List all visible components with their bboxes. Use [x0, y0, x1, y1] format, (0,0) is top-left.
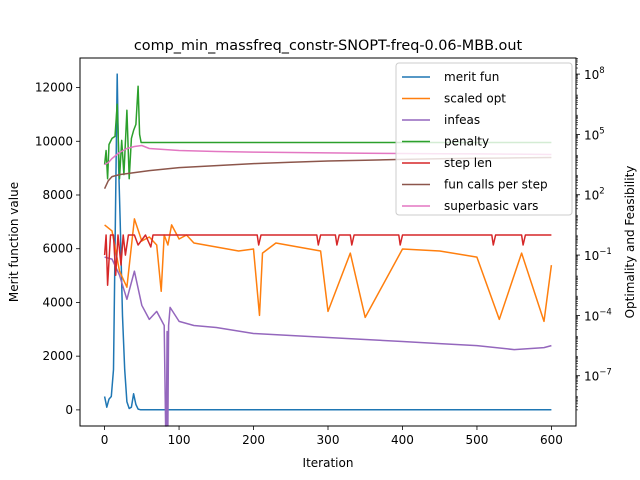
x-tick-label: 300	[317, 433, 340, 447]
legend-label-penalty: penalty	[444, 135, 489, 149]
y-right-tick-label: 105	[584, 126, 605, 142]
x-tick-label: 100	[168, 433, 191, 447]
y-right-tick-exponent: 2	[599, 187, 604, 197]
chart-title: comp_min_massfreq_constr-SNOPT-freq-0.06…	[134, 38, 523, 54]
series-line-merit-fun	[103, 73, 552, 411]
y-right-tick-label: 108	[584, 66, 605, 82]
y-left-tick-label: 12000	[35, 81, 73, 95]
y-right-tick-exponent: −7	[599, 368, 612, 378]
legend-frame	[395, 62, 573, 216]
y-right-axis-label: Optimality and Feasibility	[623, 166, 637, 319]
y-right-axis: 10−7 10−4 10−1 102 105 108	[576, 58, 612, 411]
legend-label-scaled-opt: scaled opt	[444, 92, 506, 106]
legend-label-merit-fun: merit fun	[444, 70, 499, 84]
legend-label-infeas: infeas	[444, 113, 480, 127]
y-left-tick-label: 10000	[35, 134, 73, 148]
legend-label-step-len: step len	[444, 156, 492, 170]
y-left-tick-label: 8000	[42, 188, 73, 202]
series-line-step-len	[103, 234, 552, 286]
series-line-infeas	[104, 256, 552, 427]
y-left-tick-label: 0	[65, 403, 73, 417]
x-tick-label: 400	[391, 433, 414, 447]
x-axis: 0 100 200 300 400 500 600	[101, 426, 563, 447]
y-left-tick-label: 6000	[42, 242, 73, 256]
y-right-tick-exponent: 8	[599, 66, 604, 76]
y-left-tick-label: 2000	[42, 349, 73, 363]
y-right-tick-label: 10−7	[584, 368, 612, 384]
y-right-tick-label: 10−4	[584, 307, 612, 323]
x-tick-label: 600	[540, 433, 563, 447]
y-right-tick-label: 10−1	[584, 247, 612, 263]
series-line-scaled-opt	[104, 218, 553, 323]
y-right-tick-label: 102	[584, 187, 605, 203]
x-tick-label: 500	[465, 433, 488, 447]
x-tick-label: 200	[242, 433, 265, 447]
y-right-tick-exponent: −1	[599, 247, 612, 257]
series-line-penalty	[103, 85, 552, 180]
y-left-axis: 0 2000 4000 6000 8000 10000 12000	[35, 81, 80, 417]
legend-label-superbasic-vars: superbasic vars	[444, 199, 538, 213]
legend-label-fun-calls-per-step: fun calls per step	[444, 178, 548, 192]
x-axis-label: Iteration	[303, 456, 354, 470]
legend: merit fun scaled opt infeas penalty step len…	[395, 62, 573, 216]
x-tick-label: 0	[101, 433, 109, 447]
y-right-tick-exponent: 5	[599, 126, 604, 136]
y-right-tick-exponent: −4	[599, 307, 612, 317]
y-left-axis-label: Merit function value	[7, 182, 21, 302]
y-left-tick-label: 4000	[42, 295, 73, 309]
